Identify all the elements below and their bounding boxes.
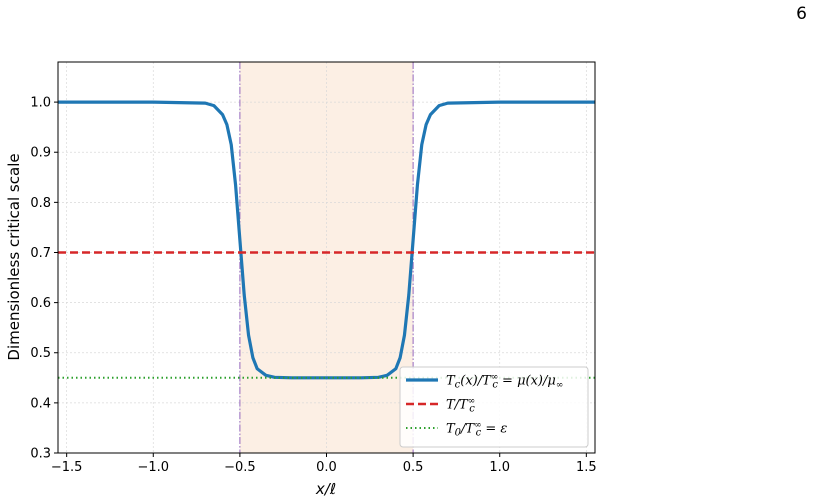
- y-tick-label: 0.4: [30, 396, 51, 411]
- x-tick-label: 0.0: [316, 460, 337, 475]
- series-critical-temperature-line: [58, 100, 595, 380]
- legend-label-sub: c: [455, 380, 461, 391]
- series-layer: [58, 100, 595, 380]
- legend-label-sub2: c: [469, 404, 475, 415]
- legend-label-tail: = μ(x)/μ: [498, 374, 556, 389]
- legend-label-main: T: [446, 422, 456, 437]
- x-axis-label: x/ℓ: [315, 480, 336, 498]
- x-tick-label: −1.5: [51, 460, 83, 475]
- legend-box: [399, 366, 589, 448]
- legend-label-sub2: c: [492, 380, 498, 391]
- x-tick-label: 1.5: [576, 460, 597, 475]
- y-tick-label: 1.0: [30, 96, 51, 111]
- y-axis-label: Dimensionless critical scale: [5, 153, 23, 360]
- legend-label-main: T/T: [446, 398, 469, 413]
- page-number: 6: [796, 4, 807, 24]
- y-tick-label: 0.9: [30, 146, 51, 161]
- legend-label-sub3: ∞: [556, 381, 564, 391]
- legend-label-rest: /T: [459, 422, 475, 437]
- legend-label-tail: = ε: [481, 422, 507, 437]
- x-tick-label: −0.5: [224, 460, 256, 475]
- legend-label-sub2: c: [476, 428, 482, 439]
- legend-label-sup: ∞: [474, 421, 482, 431]
- x-tick-label: 0.5: [403, 460, 424, 475]
- y-tick-label: 0.8: [30, 196, 51, 211]
- legend-label-rest: (x)/T: [460, 374, 492, 389]
- legend-label: T0/T∞ c = ε: [446, 421, 507, 439]
- legend-label-sup: ∞: [491, 373, 499, 383]
- tick-layer: −1.5 −1.0 −0.5 0.0 0.5 1.0 1.5 0.3 0.4 0.5 0.6 0.7 0…: [30, 96, 596, 475]
- legend-label-main: T: [446, 374, 456, 389]
- y-tick-label: 0.6: [30, 296, 51, 311]
- y-tick-label: 0.7: [30, 246, 51, 261]
- x-tick-label: 1.0: [489, 460, 510, 475]
- legend-label: T/T∞ c: [446, 397, 475, 415]
- legend-label-sup: ∞: [468, 397, 476, 407]
- legend-label-sub: 0: [455, 428, 462, 439]
- legend: Tc(x)/T∞ c = μ(x)/μ∞T/T∞ cT0/T∞ c = ε: [399, 366, 589, 448]
- y-tick-label: 0.5: [30, 346, 51, 361]
- x-tick-label: −1.0: [137, 460, 169, 475]
- legend-label: Tc(x)/T∞ c = μ(x)/μ∞: [446, 373, 563, 391]
- y-tick-label: 0.3: [30, 447, 51, 462]
